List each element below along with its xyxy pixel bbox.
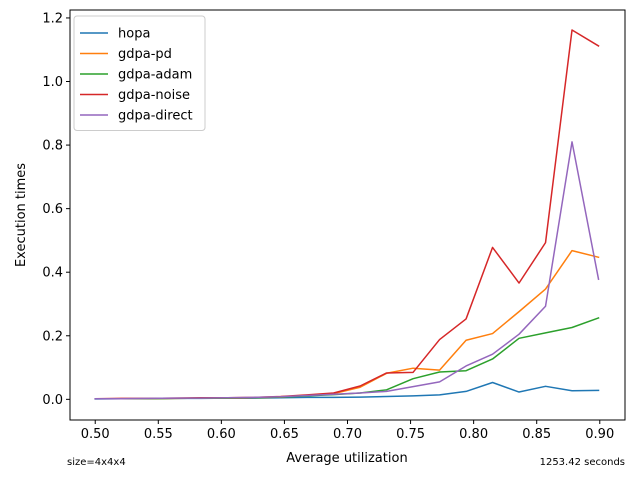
x-tick-label: 0.90	[585, 427, 614, 442]
legend-label-gdpa-noise: gdpa-noise	[118, 88, 190, 103]
y-axis-label: Execution times	[14, 163, 29, 267]
runtime-note: 1253.42 seconds	[540, 457, 625, 468]
y-tick-label: 1.2	[42, 11, 63, 26]
size-note: size=4x4x4	[67, 457, 126, 468]
y-tick-label: 1.0	[42, 75, 63, 90]
x-axis-ticks: 0.50 0.55 0.60 0.65 0.70 0.75 0.80 0.85 0.90	[81, 420, 614, 442]
x-tick-label: 0.80	[459, 427, 488, 442]
series-layer	[94, 29, 600, 400]
legend-box	[73, 15, 206, 131]
y-tick-label: 0.6	[42, 202, 63, 217]
y-axis-ticks: 0.0 0.2 0.4 0.6 0.8 1.0 1.2	[42, 11, 70, 408]
x-tick-label: 0.55	[144, 427, 173, 442]
legend: hopa gdpa-pd gdpa-adam gdpa-noise gdpa-direc…	[73, 15, 206, 131]
legend-label-gdpa-adam: gdpa-adam	[118, 68, 192, 83]
x-tick-label: 0.60	[207, 427, 236, 442]
x-tick-label: 0.70	[333, 427, 362, 442]
x-tick-label: 0.65	[270, 427, 299, 442]
legend-label-gdpa-pd: gdpa-pd	[118, 47, 172, 62]
y-tick-label: 0.0	[42, 393, 63, 408]
x-tick-label: 0.75	[396, 427, 425, 442]
x-tick-label: 0.85	[522, 427, 551, 442]
series-line-gdpa-direct	[94, 141, 600, 400]
y-tick-label: 0.8	[42, 139, 63, 154]
legend-label-gdpa-direct: gdpa-direct	[118, 109, 193, 124]
y-tick-label: 0.4	[42, 266, 63, 281]
plot-area-frame	[69, 9, 626, 421]
legend-label-hopa: hopa	[118, 27, 150, 42]
x-axis-label: Average utilization	[286, 451, 407, 466]
y-tick-label: 0.2	[42, 329, 63, 344]
x-tick-label: 0.50	[81, 427, 110, 442]
